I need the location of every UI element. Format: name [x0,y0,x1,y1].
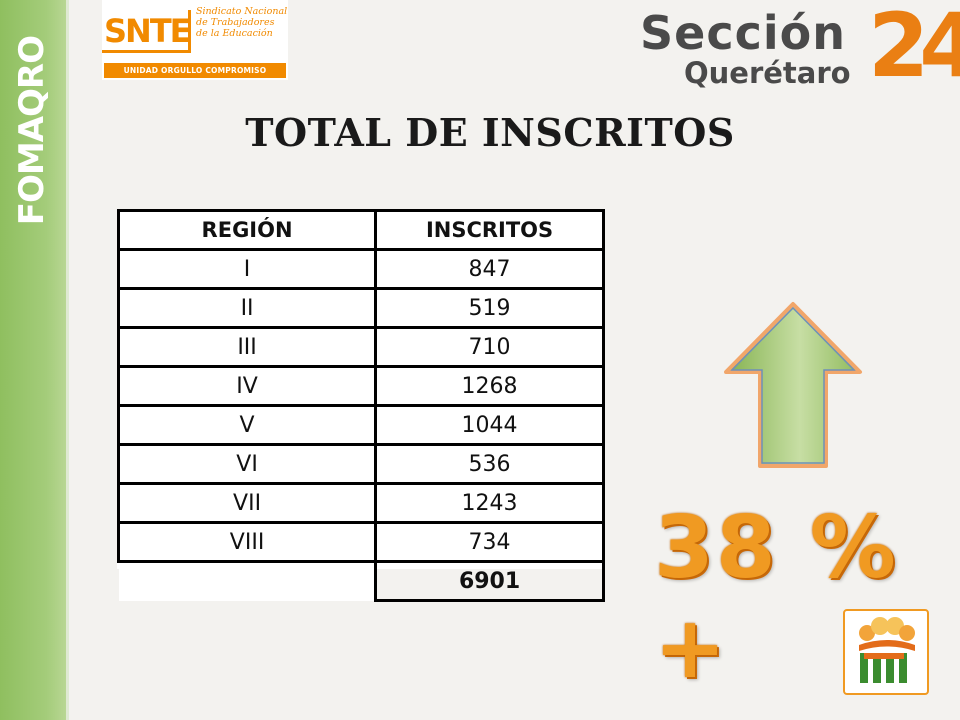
table-row: VIII 734 [116,521,605,563]
inscritos-cell: 734 [374,521,605,563]
inscritos-cell: 710 [374,326,605,368]
side-band-divider [66,0,69,720]
total-cell: 6901 [374,560,605,602]
table-total-row: 6901 [118,560,605,602]
inscritos-cell: 1268 [374,365,605,407]
inscritos-cell: 1044 [374,404,605,446]
inscritos-cell: 519 [374,287,605,329]
table-row: VI 536 [116,443,605,485]
inscritos-cell: 847 [374,248,605,290]
inscritos-cell: 1243 [374,482,605,524]
region-cell: VII [116,482,378,524]
region-cell: I [116,248,378,290]
region-cell: II [116,287,378,329]
table-row: III 710 [116,326,605,368]
region-cell: VI [116,443,378,485]
region-cell: V [116,404,378,446]
inscritos-cell: 536 [374,443,605,485]
header-inscritos: INSCRITOS [374,209,605,251]
page-title: TOTAL DE INSCRITOS [245,110,735,155]
people-logo-graphic [859,617,915,683]
table-row: IV 1268 [116,365,605,407]
enrollment-table: REGIÓN INSCRITOS I 847 II 519 III 710 IV… [116,209,605,602]
region-cell: III [116,326,378,368]
snte-name: Sindicato Nacional de Trabajadores de la… [196,6,288,39]
side-band [0,0,66,720]
table-row: VII 1243 [116,482,605,524]
snte-mark-frame [102,10,191,53]
seccion-subtitle: Querétaro [684,56,851,90]
table-header-row: REGIÓN INSCRITOS [116,209,605,251]
total-blank-cell [118,561,376,601]
people-logo-icon [843,609,929,695]
snte-tagline: UNIDAD ORGULLO COMPROMISO [104,63,286,78]
table-row: II 519 [116,287,605,329]
snte-logo: SNTE Sindicato Nacional de Trabajadores … [102,0,288,80]
region-cell: VIII [116,521,378,563]
table-row: I 847 [116,248,605,290]
seccion-title: Sección [640,6,846,60]
table-row: V 1044 [116,404,605,446]
region-cell: IV [116,365,378,407]
seccion-number: 24 [868,0,960,97]
increase-percent: 38 % + [654,498,898,698]
seccion-logo: Sección Querétaro 24 [640,0,960,97]
up-arrow-icon [724,302,862,468]
snte-mark: SNTE [104,12,192,50]
header-region: REGIÓN [116,209,378,251]
enrollment-table-wrap: REGIÓN INSCRITOS I 847 II 519 III 710 IV… [116,209,605,602]
